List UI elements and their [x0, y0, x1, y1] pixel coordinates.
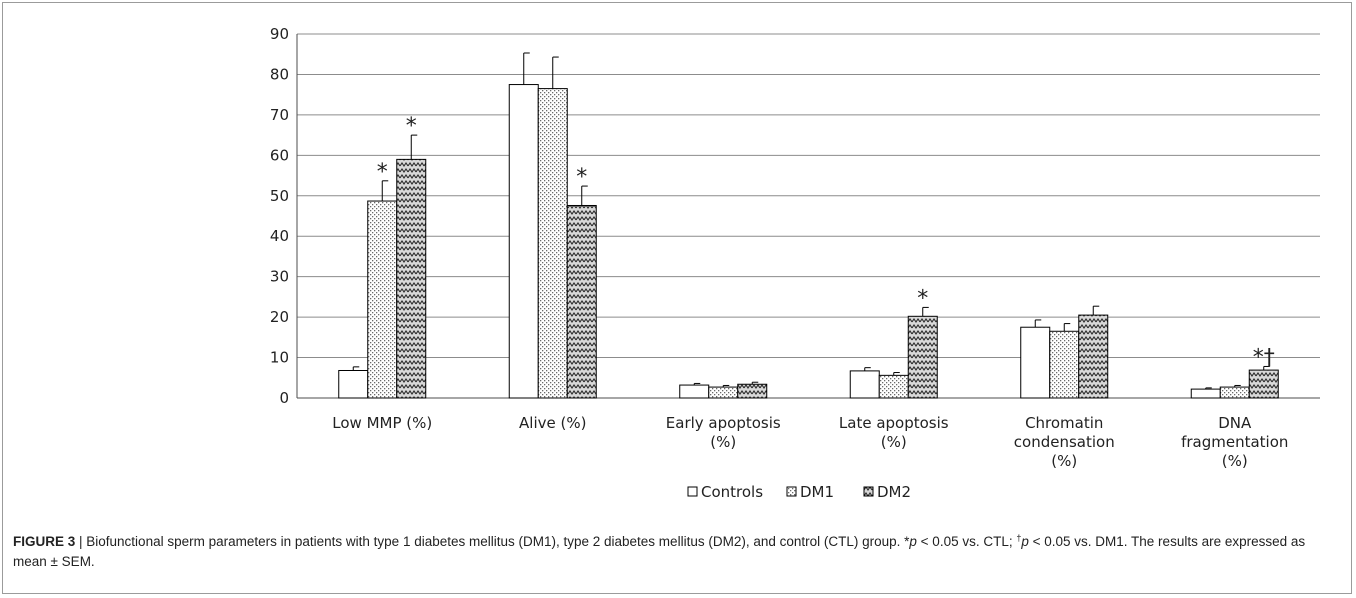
- error-bars: [352, 52, 1270, 390]
- x-category-label: Late apoptosis: [839, 414, 949, 432]
- bar-dm1: [708, 386, 739, 399]
- y-tick-label: 0: [279, 389, 289, 407]
- x-category-label: Low MMP (%): [332, 414, 432, 432]
- bar-dm2: [907, 315, 938, 399]
- x-category-label: Alive (%): [519, 414, 586, 432]
- x-category-label: (%): [1051, 452, 1077, 470]
- x-axis-labels: Low MMP (%) Alive (%) Early apoptosis(%)La…: [332, 414, 1288, 470]
- bar-dm1: [367, 200, 398, 399]
- bar-dm2: [396, 158, 427, 399]
- gridlines: [297, 33, 1320, 399]
- bar-dm1: [537, 88, 568, 399]
- legend-label-controls: Controls: [701, 483, 763, 501]
- bar-dm2: [1078, 314, 1109, 399]
- bar-chart: 0 10 20 30 40 50 60 70 80 90 * * * * *† Low MMP (%) Al…: [270, 25, 1320, 501]
- x-category-label: condensation: [1014, 433, 1115, 451]
- significance-marker: *: [406, 114, 417, 139]
- legend: Controls DM1 DM2: [687, 483, 911, 501]
- bar-dm1: [878, 374, 909, 399]
- bar-controls: [508, 84, 539, 399]
- x-category-label: (%): [881, 433, 907, 451]
- y-tick-label: 20: [270, 308, 289, 326]
- bar-dm2: [1248, 369, 1279, 399]
- x-category-label: (%): [710, 433, 736, 451]
- significance-marker: *†: [1253, 345, 1275, 370]
- bar-controls: [1020, 326, 1051, 399]
- legend-swatch-controls: [687, 486, 698, 497]
- y-tick-label: 30: [270, 268, 289, 286]
- x-category-label: Chromatin: [1025, 414, 1103, 432]
- y-tick-label: 10: [270, 349, 289, 367]
- caption-text-1: Biofunctional sperm parameters in patien…: [86, 534, 910, 549]
- caption-label: FIGURE 3: [13, 534, 76, 549]
- x-category-label: (%): [1222, 452, 1248, 470]
- caption-separator: |: [75, 534, 87, 549]
- caption-p-2: p: [1021, 534, 1029, 549]
- y-tick-label: 60: [270, 146, 289, 164]
- legend-label-dm2: DM2: [877, 483, 911, 501]
- bar-dm1: [1049, 330, 1080, 399]
- x-category-label: DNA: [1218, 414, 1252, 432]
- bar-controls: [849, 370, 880, 399]
- significance-marker: *: [576, 165, 587, 190]
- caption-p-1: p: [909, 534, 917, 549]
- legend-swatch-dm1: [786, 486, 797, 497]
- y-tick-label: 40: [270, 227, 289, 245]
- caption-dagger: †: [1016, 533, 1022, 543]
- bars: [338, 84, 1279, 399]
- bar-controls: [1190, 388, 1221, 399]
- bar-controls: [679, 384, 710, 399]
- x-category-label: fragmentation: [1181, 433, 1288, 451]
- caption-text-3: < 0.05 vs. DM1. The results are expresse…: [13, 534, 1306, 569]
- bar-dm2: [566, 204, 597, 399]
- significance-markers: * * * * *†: [377, 114, 1275, 370]
- y-tick-label: 50: [270, 187, 289, 205]
- y-tick-label: 80: [270, 65, 289, 83]
- x-category-label: Early apoptosis: [666, 414, 781, 432]
- bar-dm1: [1219, 386, 1250, 399]
- y-axis: 0 10 20 30 40 50 60 70 80 90: [270, 25, 298, 407]
- bar-controls: [338, 369, 369, 399]
- y-tick-label: 90: [270, 25, 289, 43]
- bar-dm2: [737, 383, 768, 399]
- significance-marker: *: [377, 160, 388, 185]
- significance-marker: *: [917, 286, 928, 311]
- legend-swatch-dm2: [863, 486, 874, 497]
- legend-label-dm1: DM1: [800, 483, 834, 501]
- caption-text-2: < 0.05 vs. CTL;: [916, 534, 1017, 549]
- figure-caption: FIGURE 3 | Biofunctional sperm parameter…: [13, 528, 1338, 572]
- y-tick-label: 70: [270, 106, 289, 124]
